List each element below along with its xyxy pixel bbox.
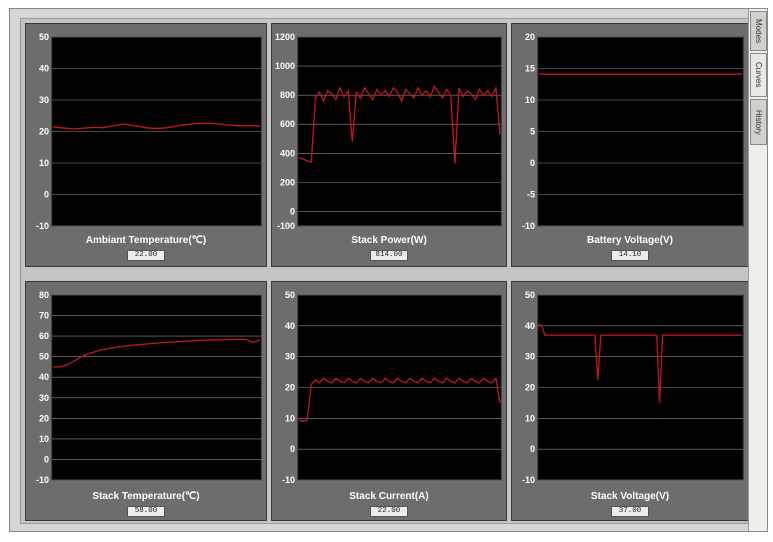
y-tick-label: 0 — [290, 444, 295, 454]
y-tick-label: 20 — [525, 383, 535, 393]
data-series-line — [52, 122, 260, 130]
y-tick-label: 800 — [280, 90, 295, 100]
plot-area — [297, 36, 502, 227]
y-tick-label: -10 — [36, 221, 49, 231]
y-tick-label: 400 — [280, 148, 295, 158]
y-tick-label: 1200 — [275, 32, 295, 42]
y-tick-label: 5 — [530, 127, 535, 137]
y-tick-label: 50 — [39, 352, 49, 362]
chart-panel-ambient-temperature: -10 0 10 20 30 40 50 Ambiant Temperature(℃) 22… — [25, 23, 267, 267]
chart-panel-stack-temperature: -10 0 10 20 30 40 50 60 70 80 Stack Temperature(℃… — [25, 281, 267, 521]
y-tick-label: 20 — [525, 32, 535, 42]
tab-label: Curves — [754, 62, 763, 88]
side-tab-bar: Modes Curves History — [748, 9, 767, 531]
chart-panel-battery-voltage: -10 -5 0 5 10 15 20 Battery Voltage(V) 14.10 — [511, 23, 749, 267]
y-tick-label: 80 — [39, 290, 49, 300]
y-tick-label: -5 — [527, 190, 535, 200]
data-series-line — [298, 85, 501, 164]
tab-history[interactable]: History — [750, 99, 767, 145]
y-tick-label: -10 — [36, 475, 49, 485]
curves-window: -10 0 10 20 30 40 50 Ambiant Temperature(℃) 22… — [9, 8, 768, 532]
y-tick-label: 40 — [39, 372, 49, 382]
current-value-readout: 14.10 — [611, 250, 649, 261]
chart-panel-stack-voltage: -10 0 10 20 30 40 50 Stack Voltage(V) 37.00 — [511, 281, 749, 521]
y-tick-label: 0 — [530, 444, 535, 454]
y-tick-label: 20 — [285, 383, 295, 393]
y-tick-label: -10 — [522, 475, 535, 485]
y-tick-label: -10 — [282, 475, 295, 485]
y-tick-label: 30 — [525, 352, 535, 362]
current-value-readout: 58.00 — [127, 506, 165, 517]
y-tick-label: 0 — [44, 454, 49, 464]
y-tick-label: 30 — [39, 95, 49, 105]
y-tick-label: 70 — [39, 311, 49, 321]
y-tick-label: 10 — [525, 95, 535, 105]
y-tick-label: 10 — [525, 413, 535, 423]
tab-label: History — [754, 109, 763, 135]
y-tick-label: 20 — [39, 127, 49, 137]
tab-modes[interactable]: Modes — [750, 11, 767, 51]
data-series-line — [53, 338, 261, 368]
y-tick-label: 0 — [44, 190, 49, 200]
y-tick-label: -10 — [522, 221, 535, 231]
y-tick-label: 40 — [285, 321, 295, 331]
tab-label: Modes — [754, 18, 763, 43]
stack-temperature-chart: -10 0 10 20 30 40 50 60 70 80 — [36, 290, 262, 485]
stack-current-chart: -10 0 10 20 30 40 50 — [282, 290, 502, 485]
y-tick-label: 200 — [280, 177, 295, 187]
current-value-readout: 814.00 — [370, 250, 408, 261]
current-value-readout: 22.00 — [127, 250, 165, 261]
y-tick-label: 50 — [525, 290, 535, 300]
plot-area — [51, 294, 262, 481]
stack-voltage-chart: -10 0 10 20 30 40 50 — [522, 290, 744, 485]
current-value-readout: 37.00 — [611, 506, 649, 517]
chart-title: Ambiant Temperature(℃) — [85, 235, 207, 246]
y-tick-label: 30 — [285, 352, 295, 362]
chart-panel-stack-current: -10 0 10 20 30 40 50 Stack Current(A) 22.00 — [271, 281, 507, 521]
current-value-readout: 22.00 — [370, 506, 408, 517]
chart-title: Stack Voltage(V) — [590, 491, 670, 502]
y-tick-label: 15 — [525, 64, 535, 74]
y-tick-label: 40 — [525, 321, 535, 331]
battery-voltage-chart: -10 -5 0 5 10 15 20 — [522, 32, 744, 231]
y-tick-label: 50 — [285, 290, 295, 300]
y-tick-label: 1000 — [275, 61, 295, 71]
chart-title: Stack Current(A) — [349, 491, 429, 502]
y-tick-label: 30 — [39, 393, 49, 403]
chart-title: Battery Voltage(V) — [587, 235, 673, 246]
data-series-line — [298, 376, 501, 423]
y-tick-label: 0 — [530, 158, 535, 168]
y-tick-label: 10 — [39, 434, 49, 444]
chart-title: Stack Power(W) — [351, 235, 427, 246]
y-tick-label: 50 — [39, 32, 49, 42]
y-tick-label: 0 — [290, 206, 295, 216]
data-series-line — [538, 323, 742, 403]
y-tick-label: 10 — [285, 413, 295, 423]
stack-power-chart: -100 0 200 400 600 800 1000 1200 — [275, 32, 502, 231]
y-tick-label: 600 — [280, 119, 295, 129]
y-tick-label: 10 — [39, 158, 49, 168]
y-tick-label: 40 — [39, 64, 49, 74]
y-tick-label: 20 — [39, 413, 49, 423]
tab-curves[interactable]: Curves — [750, 53, 767, 97]
y-tick-label: 60 — [39, 331, 49, 341]
ambient-temperature-chart: -10 0 10 20 30 40 50 — [36, 32, 262, 231]
charts-grid: -10 0 10 20 30 40 50 Ambiant Temperature(℃) 22… — [20, 18, 754, 524]
chart-title: Stack Temperature(℃) — [92, 491, 200, 502]
chart-panel-stack-power: -100 0 200 400 600 800 1000 1200 Stack Power(W)… — [271, 23, 507, 267]
y-tick-label: -100 — [277, 221, 295, 231]
